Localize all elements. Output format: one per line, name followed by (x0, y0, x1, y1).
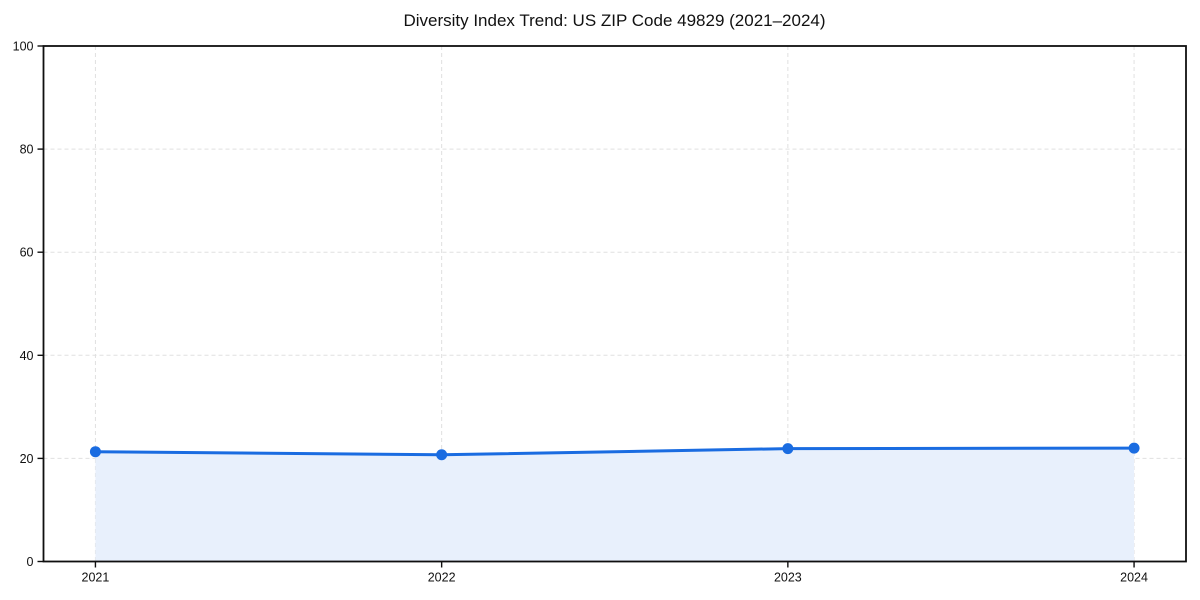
data-point-2021 (89, 446, 101, 458)
plot-border (42, 45, 1187, 563)
y-tick-label: 80 (20, 143, 34, 157)
data-point-2022 (436, 449, 448, 461)
y-tick-label: 20 (20, 452, 34, 466)
x-tick-label: 2023 (774, 571, 802, 585)
trend-line (93, 446, 1136, 457)
y-tick-label: 100 (13, 40, 34, 54)
x-tick-label: 2024 (1120, 571, 1148, 585)
x-tick-label: 2022 (428, 571, 456, 585)
data-point-2024 (1128, 442, 1140, 454)
data-point-2023 (782, 443, 794, 455)
y-tick-label: 0 (27, 555, 34, 569)
x-tick-label: 2021 (82, 571, 110, 585)
area-fill (95, 448, 1135, 562)
y-tick-label: 60 (20, 246, 34, 260)
chart-title: Diversity Index Trend: US ZIP Code 49829… (403, 11, 826, 30)
y-tick-label: 40 (20, 349, 34, 363)
